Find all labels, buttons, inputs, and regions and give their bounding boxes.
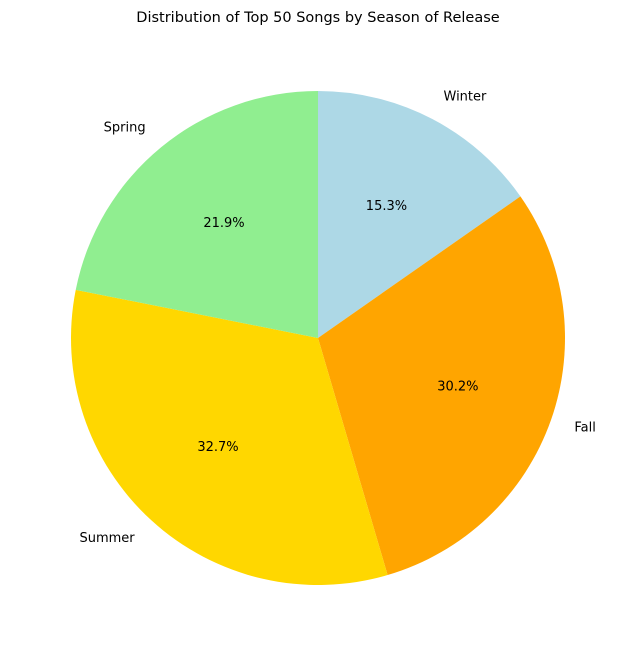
slice-label-winter: Winter — [444, 90, 488, 105]
pie-slice-fall — [318, 196, 565, 575]
slice-percent-spring: 21.9% — [203, 216, 244, 231]
pie-slice-spring — [75, 91, 318, 338]
pie-slice-summer — [71, 289, 388, 585]
slice-percent-winter: 15.3% — [366, 199, 407, 214]
slice-label-fall: Fall — [574, 420, 595, 435]
pie-slices — [71, 91, 565, 585]
chart-title: Distribution of Top 50 Songs by Season o… — [136, 10, 500, 26]
pie-slice-winter — [318, 91, 521, 338]
pie-labels: Winter 15.3% Fall 30.2% Summer 32.7% Spring 21.… — [79, 90, 595, 546]
slice-percent-summer: 32.7% — [197, 440, 238, 455]
slice-label-spring: Spring — [104, 120, 146, 135]
slice-label-summer: Summer — [79, 531, 135, 546]
slice-percent-fall: 30.2% — [437, 380, 478, 395]
